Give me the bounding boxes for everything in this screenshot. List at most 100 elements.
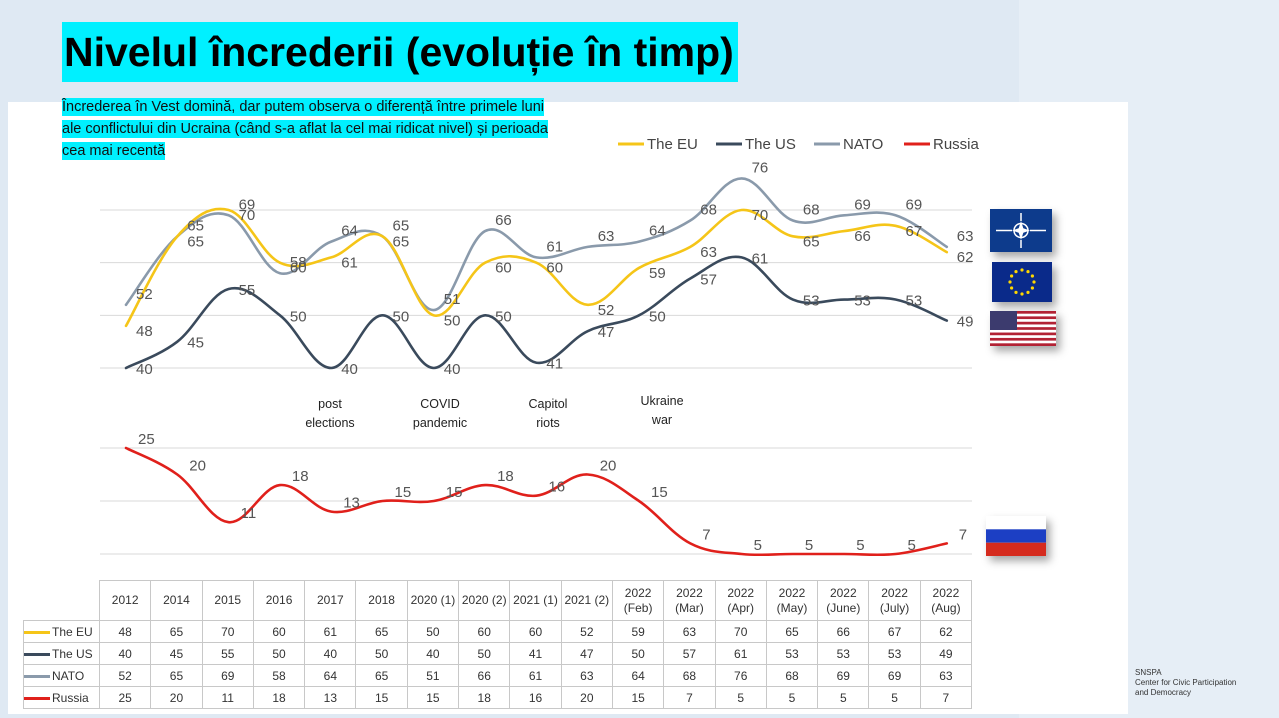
table-cell: 65 xyxy=(766,621,817,643)
table-header-cell: 2015 xyxy=(202,581,253,621)
table-cell: 53 xyxy=(818,643,869,665)
table-header-cell: 2017 xyxy=(305,581,356,621)
table-header-cell: 2022 (Apr) xyxy=(715,581,766,621)
table-cell: 69 xyxy=(202,665,253,687)
data-label: 50 xyxy=(649,308,666,325)
table-cell: 60 xyxy=(459,621,510,643)
table-cell: 69 xyxy=(818,665,869,687)
table-cell: 47 xyxy=(561,643,612,665)
table-cell: 50 xyxy=(459,643,510,665)
data-label: 66 xyxy=(854,228,871,245)
data-label: 69 xyxy=(854,196,871,213)
legend-item: The US xyxy=(716,136,796,153)
annotation-label: elections xyxy=(305,416,354,430)
russia-flag-icon xyxy=(986,516,1046,556)
data-label: 53 xyxy=(854,293,871,310)
series-line-the-us xyxy=(126,257,947,368)
table-cell: 52 xyxy=(100,665,151,687)
data-label: 15 xyxy=(651,484,668,501)
table-header-cell: 2012 xyxy=(100,581,151,621)
table-cell: 48 xyxy=(100,621,151,643)
eu-star-icon xyxy=(1010,286,1013,289)
table-cell: 45 xyxy=(151,643,202,665)
table-row-label: The EU xyxy=(24,621,100,643)
data-label: 65 xyxy=(187,233,204,250)
data-label: 69 xyxy=(906,196,923,213)
data-label: 18 xyxy=(497,468,514,485)
table-cell: 7 xyxy=(920,687,971,709)
table-cell: 61 xyxy=(510,665,561,687)
data-label: 52 xyxy=(136,286,153,303)
table-header-cell: 2022 (June) xyxy=(818,581,869,621)
data-label: 5 xyxy=(754,537,762,554)
data-label: 11 xyxy=(241,505,257,522)
table-cell: 57 xyxy=(664,643,715,665)
table-cell: 50 xyxy=(612,643,663,665)
data-label: 76 xyxy=(752,159,769,176)
table-cell: 58 xyxy=(253,665,304,687)
row-swatch xyxy=(24,697,50,700)
annotation-label: war xyxy=(651,413,672,427)
table-row: The US 40 45 55 50 40 50 40 50 41 47 50 57 61 53 53 53 49 xyxy=(24,643,972,665)
annotation-label: pandemic xyxy=(413,416,467,430)
eu-flag-icon xyxy=(992,262,1052,302)
data-label: 68 xyxy=(700,202,717,219)
org-logo-text: SNSPA Center for Civic Participation and… xyxy=(1135,668,1236,698)
eu-star-icon xyxy=(1031,274,1034,277)
data-label: 20 xyxy=(600,458,617,475)
data-label: 61 xyxy=(546,238,563,255)
table-cell: 66 xyxy=(459,665,510,687)
table-cell: 63 xyxy=(920,665,971,687)
series-line-the-eu xyxy=(126,209,947,326)
data-label: 7 xyxy=(702,526,710,543)
data-label: 15 xyxy=(395,484,412,501)
data-label: 40 xyxy=(341,361,358,378)
table-cell: 65 xyxy=(151,621,202,643)
data-label: 70 xyxy=(752,207,769,224)
table-cell: 61 xyxy=(305,621,356,643)
table-cell: 16 xyxy=(510,687,561,709)
table-header-cell: 2022 (July) xyxy=(869,581,920,621)
table-cell: 7 xyxy=(664,687,715,709)
data-label: 55 xyxy=(239,282,256,299)
table-cell: 63 xyxy=(561,665,612,687)
data-label: 13 xyxy=(343,495,360,512)
data-label: 5 xyxy=(908,537,916,554)
row-swatch xyxy=(24,631,50,634)
table-header-cell: 2014 xyxy=(151,581,202,621)
eu-star-icon xyxy=(1020,268,1023,271)
table-cell: 40 xyxy=(407,643,458,665)
table-cell: 50 xyxy=(253,643,304,665)
data-label: 67 xyxy=(906,223,923,240)
table-cell: 68 xyxy=(664,665,715,687)
table-cell: 50 xyxy=(407,621,458,643)
table-cell: 76 xyxy=(715,665,766,687)
table-cell: 51 xyxy=(407,665,458,687)
org-line1: Center for Civic Participation xyxy=(1135,678,1236,688)
data-label: 65 xyxy=(393,217,410,234)
data-label: 40 xyxy=(444,361,461,378)
table-cell: 15 xyxy=(612,687,663,709)
table-header-cell: 2022 (Aug) xyxy=(920,581,971,621)
eu-star-icon xyxy=(1026,270,1029,273)
legend-item: Russia xyxy=(904,136,980,153)
data-label: 45 xyxy=(187,335,204,352)
data-label: 50 xyxy=(393,308,410,325)
table-cell: 40 xyxy=(100,643,151,665)
table-cell: 53 xyxy=(766,643,817,665)
table-header-cell: 2022 (May) xyxy=(766,581,817,621)
eu-star-icon xyxy=(1032,280,1035,283)
annotation-label: riots xyxy=(536,416,560,430)
table-cell: 65 xyxy=(356,665,407,687)
data-label: 64 xyxy=(649,223,666,240)
eu-star-icon xyxy=(1026,291,1029,294)
table-row: The EU 48 65 70 60 61 65 50 60 60 52 59 63 70 65 66 67 62 xyxy=(24,621,972,643)
data-label: 57 xyxy=(700,271,717,288)
table-cell: 41 xyxy=(510,643,561,665)
data-label: 53 xyxy=(803,293,820,310)
data-label: 60 xyxy=(495,260,512,277)
data-label: 5 xyxy=(805,537,813,554)
table-cell: 67 xyxy=(869,621,920,643)
data-label: 50 xyxy=(444,312,461,329)
data-label: 64 xyxy=(341,223,358,240)
